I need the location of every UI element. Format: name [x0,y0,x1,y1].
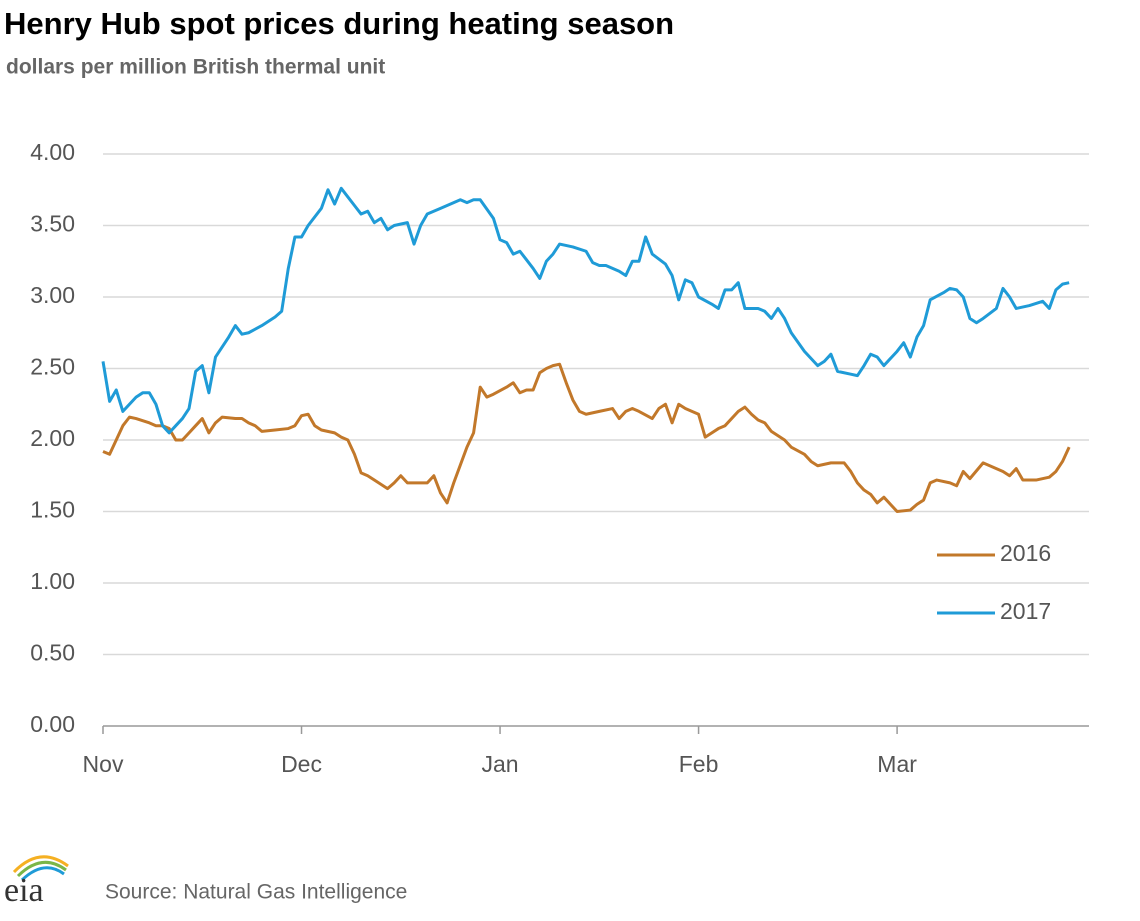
logo-arc [16,860,67,878]
logo: eia [4,872,44,909]
y-tick-label: 3.00 [30,282,75,308]
logo-arc [20,866,65,882]
x-tick-label: Nov [83,751,124,777]
x-tick-label: Mar [877,751,917,777]
series-line [102,362,1071,513]
y-tick-label: 2.50 [30,354,75,380]
y-tick-label: 0.00 [30,711,75,737]
x-tick-label: Dec [281,751,322,777]
legend-label: 2017 [1000,598,1051,624]
y-tick-label: 4.00 [30,139,75,165]
y-tick-label: 1.50 [30,497,75,523]
logo-arc [12,855,69,874]
series-line [101,186,1070,435]
legend-label: 2016 [1000,540,1051,566]
x-tick-label: Feb [679,751,719,777]
x-tick-label: Jan [482,751,519,777]
chart-title: Henry Hub spot prices during heating sea… [4,6,674,41]
y-tick-label: 2.00 [30,425,75,451]
chart-subtitle: dollars per million British thermal unit [6,56,385,79]
y-tick-label: 1.00 [30,568,75,594]
y-tick-label: 3.50 [30,211,75,237]
source: Source: Natural Gas Intelligence [105,881,407,904]
y-tick-label: 0.50 [30,640,75,666]
